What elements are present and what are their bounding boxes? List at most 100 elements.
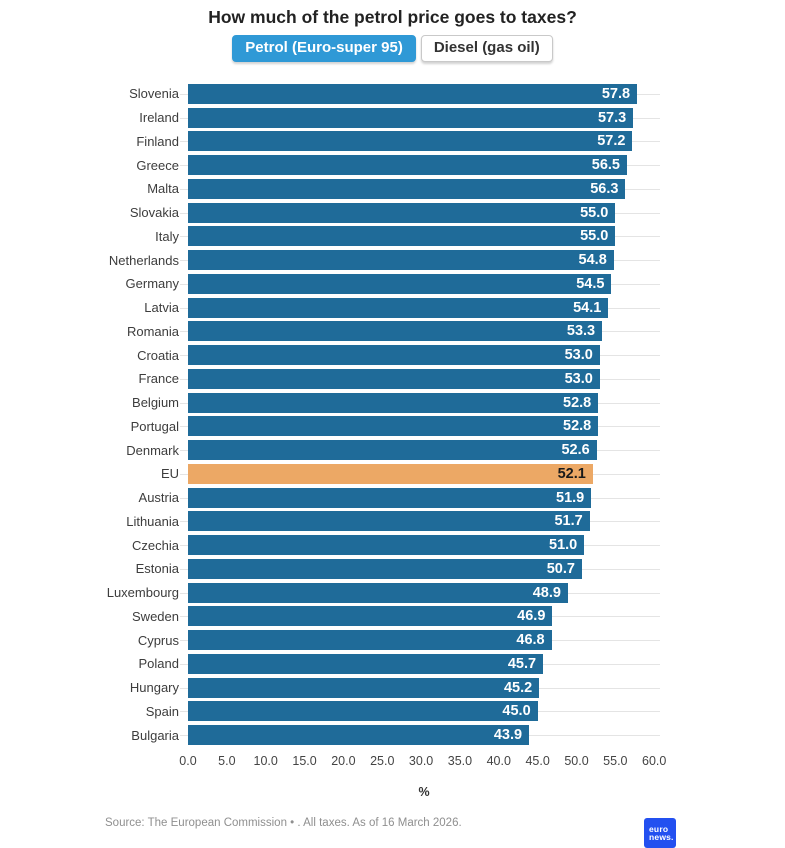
x-axis: 0.0 5.0 10.0 15.0 20.0 25.0 30.0 35.0 40.0 45.0 50… (179, 754, 666, 770)
category-label: Greece (136, 157, 179, 173)
bar: 55.0 (188, 226, 616, 247)
tab-diesel[interactable]: Diesel (gas oil) (420, 35, 553, 62)
category-label: Luxembourg (106, 585, 179, 601)
category-label: Italy (155, 228, 179, 244)
category-label: Cyprus (137, 632, 179, 648)
bar: 56.3 (188, 178, 626, 199)
value-label: 48.9 (532, 584, 561, 601)
category-label: Latvia (144, 300, 179, 316)
category-label: Slovenia (129, 86, 179, 102)
bar-rows: Slovenia 57.8 Ireland 57.3 Finland 57.2 Greece… (0, 82, 660, 747)
category-label: Netherlands (108, 252, 179, 268)
bar: 56.5 (188, 155, 627, 176)
bar: 52.6 (188, 440, 597, 461)
x-tick-label: 0.0 (179, 754, 197, 768)
x-tick-label: 30.0 (408, 754, 434, 768)
value-label: 53.3 (566, 323, 596, 340)
bar-track: 52.1 (180, 462, 660, 486)
chart-title: How much of the petrol price goes to tax… (208, 7, 577, 27)
bar-row: Poland 45.7 (0, 652, 660, 676)
category-label: France (138, 371, 179, 387)
value-label: 46.8 (516, 632, 545, 649)
bar: 45.0 (188, 701, 538, 722)
x-tick-label: 55.0 (603, 754, 628, 768)
category-label: Ireland (139, 110, 179, 126)
bar: 51.7 (188, 511, 590, 532)
value-label: 45.7 (507, 655, 537, 672)
bar-row: Sweden 46.9 (0, 605, 660, 629)
x-tick-label: 20.0 (331, 754, 356, 768)
bar-track: 55.0 (180, 201, 660, 225)
bar: 50.7 (188, 558, 582, 579)
bar: 48.9 (188, 582, 568, 603)
category-label: Lithuania (126, 513, 179, 529)
bar-track: 56.5 (180, 153, 660, 177)
x-axis-label: % (418, 785, 430, 799)
bar: 46.8 (188, 630, 552, 651)
bar-track: 52.8 (180, 391, 660, 415)
value-label: 52.1 (557, 465, 586, 482)
bar-row: Czechia 51.0 (0, 533, 660, 557)
value-label: 56.3 (590, 180, 619, 197)
value-label: 54.8 (578, 252, 607, 269)
bar-row: Cyprus 46.8 (0, 628, 660, 652)
bar: 57.8 (188, 83, 638, 104)
bar-track: 50.7 (180, 557, 660, 581)
value-label: 55.0 (580, 228, 609, 245)
bar-row: Ireland 57.3 (0, 106, 660, 130)
bar: 57.2 (188, 131, 633, 152)
bar-track: 57.8 (180, 82, 660, 106)
bar-highlight: 52.1 (188, 463, 593, 484)
bar-row: Luxembourg 48.9 (0, 581, 660, 605)
bar-row: Italy 55.0 (0, 225, 660, 249)
bar: 53.0 (188, 368, 600, 389)
value-label: 51.7 (554, 513, 583, 530)
euronews-logo[interactable]: euro news. (644, 818, 676, 848)
bar-row: France 53.0 (0, 367, 660, 391)
tab-petrol[interactable]: Petrol (Euro-super 95) (232, 35, 416, 62)
bar-track: 52.8 (180, 415, 660, 439)
bar: 54.5 (188, 273, 612, 294)
value-label: 43.9 (493, 727, 523, 744)
category-label: Sweden (132, 608, 179, 624)
bar-track: 45.0 (180, 700, 660, 724)
category-label: Finland (136, 133, 179, 149)
value-label: 53.0 (564, 347, 593, 364)
bar-track: 54.1 (180, 296, 660, 320)
value-label: 45.2 (503, 679, 533, 696)
bar: 51.0 (188, 535, 585, 556)
value-label: 57.8 (601, 85, 631, 102)
bar: 45.7 (188, 653, 544, 674)
x-tick-label: 25.0 (370, 754, 395, 768)
value-label: 55.0 (580, 204, 609, 221)
value-label: 52.6 (561, 442, 590, 459)
bar: 52.8 (188, 416, 599, 437)
bar-row: Bulgaria 43.9 (0, 723, 660, 747)
bar: 43.9 (188, 725, 530, 746)
bar-row: Malta 56.3 (0, 177, 660, 201)
category-label: Slovakia (129, 205, 179, 221)
bar-row: Netherlands 54.8 (0, 248, 660, 272)
x-tick-label: 60.0 (642, 754, 667, 768)
value-label: 50.7 (546, 560, 575, 577)
value-label: 51.9 (556, 489, 585, 506)
bar-row: Slovakia 55.0 (0, 201, 660, 225)
bar-track: 51.7 (180, 510, 660, 534)
category-label: Austria (138, 490, 179, 506)
category-label: Belgium (132, 395, 179, 411)
euronews-logo-text: news. (649, 832, 674, 842)
category-label: Denmark (126, 442, 179, 458)
bar-track: 52.6 (180, 438, 660, 462)
bar: 53.3 (188, 321, 603, 342)
value-label: 57.3 (597, 109, 627, 126)
bar-track: 46.8 (180, 628, 660, 652)
bar-track: 56.3 (180, 177, 660, 201)
x-tick-label: 15.0 (292, 754, 317, 768)
category-label: Poland (138, 656, 179, 672)
bar-row: Latvia 54.1 (0, 296, 660, 320)
bar-track: 48.9 (180, 581, 660, 605)
bar-track: 57.3 (180, 106, 660, 130)
category-label: EU (160, 466, 179, 482)
bar-row: Germany 54.5 (0, 272, 660, 296)
value-label: 52.8 (563, 394, 592, 411)
